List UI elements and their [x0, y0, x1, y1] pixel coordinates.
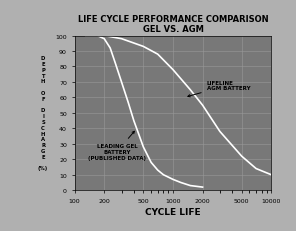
Text: D
E
P
T
H

O
F

D
I
S
C
H
A
R
G
E

(%): D E P T H O F D I S C H A R G E (%) [38, 56, 48, 171]
Text: LEADING GEL
BATTERY
(PUBLISHED DATA): LEADING GEL BATTERY (PUBLISHED DATA) [88, 132, 146, 160]
Text: LIFELINE
AGM BATTERY: LIFELINE AGM BATTERY [188, 80, 250, 97]
X-axis label: CYCLE LIFE: CYCLE LIFE [145, 207, 201, 216]
Title: LIFE CYCLE PERFORMANCE COMPARISON
GEL VS. AGM: LIFE CYCLE PERFORMANCE COMPARISON GEL VS… [78, 15, 268, 34]
